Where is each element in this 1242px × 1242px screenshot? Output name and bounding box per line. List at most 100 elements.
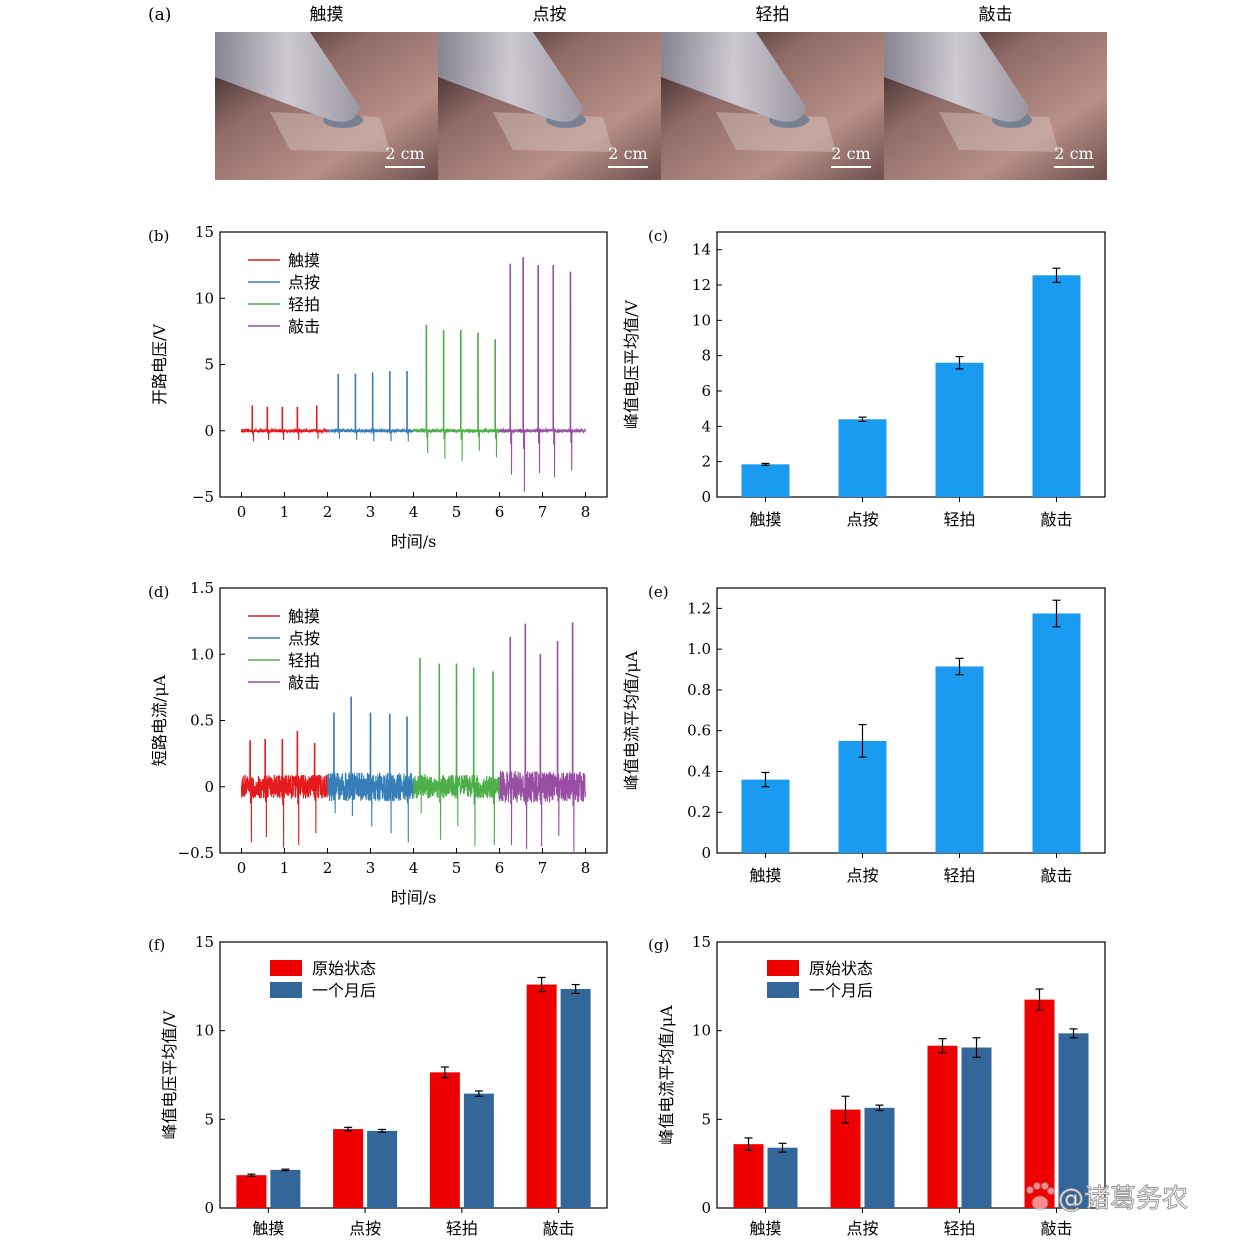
y-tick-label: 0 xyxy=(701,488,711,506)
gloved-finger xyxy=(661,32,806,122)
legend-label: 一个月后 xyxy=(809,981,873,1000)
legend-swatch xyxy=(270,982,302,998)
x-axis-title: 时间/s xyxy=(391,532,437,551)
y-tick-label: 5 xyxy=(701,1110,711,1128)
category-label: 轻拍 xyxy=(943,866,975,885)
y-tick-label: 0.2 xyxy=(687,803,711,821)
y-tick-label: 10 xyxy=(692,1022,711,1040)
legend-label: 一个月后 xyxy=(312,981,376,1000)
legend-label: 原始状态 xyxy=(809,959,873,978)
legend-label: 敲击 xyxy=(288,673,320,692)
plot-frame xyxy=(219,941,608,1209)
gloved-finger xyxy=(215,32,360,122)
legend-label: 触摸 xyxy=(288,607,320,626)
y-tick-label: 15 xyxy=(692,933,711,951)
plot-frame xyxy=(219,231,608,498)
panel-letter-f: (f) xyxy=(148,936,165,954)
series-line xyxy=(499,622,587,852)
bar xyxy=(429,1072,460,1208)
legend-label: 敲击 xyxy=(288,317,320,336)
y-tick-label: 5 xyxy=(204,356,214,374)
category-label: 点按 xyxy=(349,1219,381,1238)
y-tick-label: 2 xyxy=(701,453,711,471)
panel-letter-d: (d) xyxy=(148,583,169,601)
y-tick-label: 0.4 xyxy=(687,762,711,780)
y-tick-label: 14 xyxy=(692,241,711,259)
x-tick-label: 5 xyxy=(452,859,462,877)
panel-letter-e: (e) xyxy=(648,583,669,601)
photo-caption: 轻拍 xyxy=(756,5,790,25)
y-tick-label: 5 xyxy=(204,1110,214,1128)
bar xyxy=(830,1109,861,1208)
x-tick-label: 3 xyxy=(366,503,376,521)
bar xyxy=(741,779,790,853)
x-tick-label: 4 xyxy=(409,503,419,521)
bar xyxy=(463,1093,494,1208)
bar xyxy=(767,1147,798,1208)
y-tick-label: 15 xyxy=(195,223,214,241)
y-axis-title: 峰值电流平均值/μA xyxy=(657,1005,676,1145)
plot-frame xyxy=(716,941,1106,1209)
y-tick-label: 6 xyxy=(701,382,711,400)
scale-bar-label: 2 cm xyxy=(608,144,647,163)
bar xyxy=(270,1169,301,1208)
category-label: 敲击 xyxy=(1040,866,1072,885)
y-tick-label: 0.6 xyxy=(687,722,711,740)
gloved-finger xyxy=(884,32,1029,122)
x-tick-label: 0 xyxy=(237,503,247,521)
x-tick-label: 1 xyxy=(280,503,290,521)
y-tick-label: 0 xyxy=(701,1199,711,1217)
category-label: 轻拍 xyxy=(943,510,975,529)
panel-letter-c: (c) xyxy=(648,227,668,245)
panel-d-current-time-chart: (d) −0.5 0 0.5 1.0 1.5 短路电流/μA 0 1 2 3 4 5 6 7 8 时间/s 触摸… xyxy=(148,579,608,907)
panel-e-current-bar-chart: (e) 0 0.2 0.4 0.6 0.8 1.0 1.2 峰值电流平均值/μA 触摸 点按 轻拍 敲… xyxy=(622,583,1106,885)
panel-a-photos: (a) 触摸 2 cm 点按 2 cm 轻拍 2 cm 敲击 2 cm xyxy=(148,5,1107,180)
series-line xyxy=(498,257,587,492)
y-tick-label: 15 xyxy=(195,933,214,951)
legend-swatch xyxy=(767,982,799,998)
y-tick-label: 10 xyxy=(195,289,214,307)
series-line xyxy=(240,731,328,848)
legend-label: 轻拍 xyxy=(288,651,320,670)
y-axis-title: 开路电压/V xyxy=(150,324,169,405)
bar xyxy=(1032,613,1081,853)
watermark-text: @诸葛务农 xyxy=(1058,1184,1188,1214)
bar xyxy=(741,464,790,497)
photo-caption: 点按 xyxy=(533,5,567,25)
y-tick-label: 0 xyxy=(204,422,214,440)
legend-label: 原始状态 xyxy=(312,959,376,978)
photo-caption: 触摸 xyxy=(310,5,344,25)
photo-1: 触摸 2 cm xyxy=(215,5,438,180)
photo-caption: 敲击 xyxy=(979,5,1013,25)
bar xyxy=(1024,999,1055,1208)
y-tick-label: 0 xyxy=(701,844,711,862)
series-line xyxy=(412,324,501,462)
category-label: 轻拍 xyxy=(943,1219,975,1238)
x-tick-label: 4 xyxy=(409,859,419,877)
series-line xyxy=(240,405,328,442)
y-tick-label: 0 xyxy=(204,778,214,796)
y-tick-label: 0.8 xyxy=(687,681,711,699)
y-axis-title: 峰值电流平均值/μA xyxy=(622,650,641,790)
plot-frame xyxy=(219,587,608,854)
legend-label: 触摸 xyxy=(288,251,320,270)
y-tick-label: 8 xyxy=(701,347,711,365)
bar xyxy=(961,1047,992,1208)
bar xyxy=(526,984,557,1208)
x-tick-label: 6 xyxy=(495,503,505,521)
x-tick-label: 8 xyxy=(581,503,591,521)
panel-letter-a: (a) xyxy=(148,5,171,25)
photo-row: 触摸 2 cm 点按 2 cm 轻拍 2 cm 敲击 2 cm xyxy=(215,5,1107,180)
y-tick-label: −0.5 xyxy=(178,844,214,862)
x-tick-label: 2 xyxy=(323,503,333,521)
panel-letter-g: (g) xyxy=(648,936,669,954)
photo-3: 轻拍 2 cm xyxy=(661,5,884,180)
bar xyxy=(927,1045,958,1208)
bar xyxy=(733,1144,764,1208)
scale-bar-label: 2 cm xyxy=(1054,144,1093,163)
category-label: 点按 xyxy=(846,866,878,885)
legend-swatch xyxy=(270,960,302,976)
y-tick-label: 1.0 xyxy=(190,645,214,663)
photo-4: 敲击 2 cm xyxy=(884,5,1107,180)
